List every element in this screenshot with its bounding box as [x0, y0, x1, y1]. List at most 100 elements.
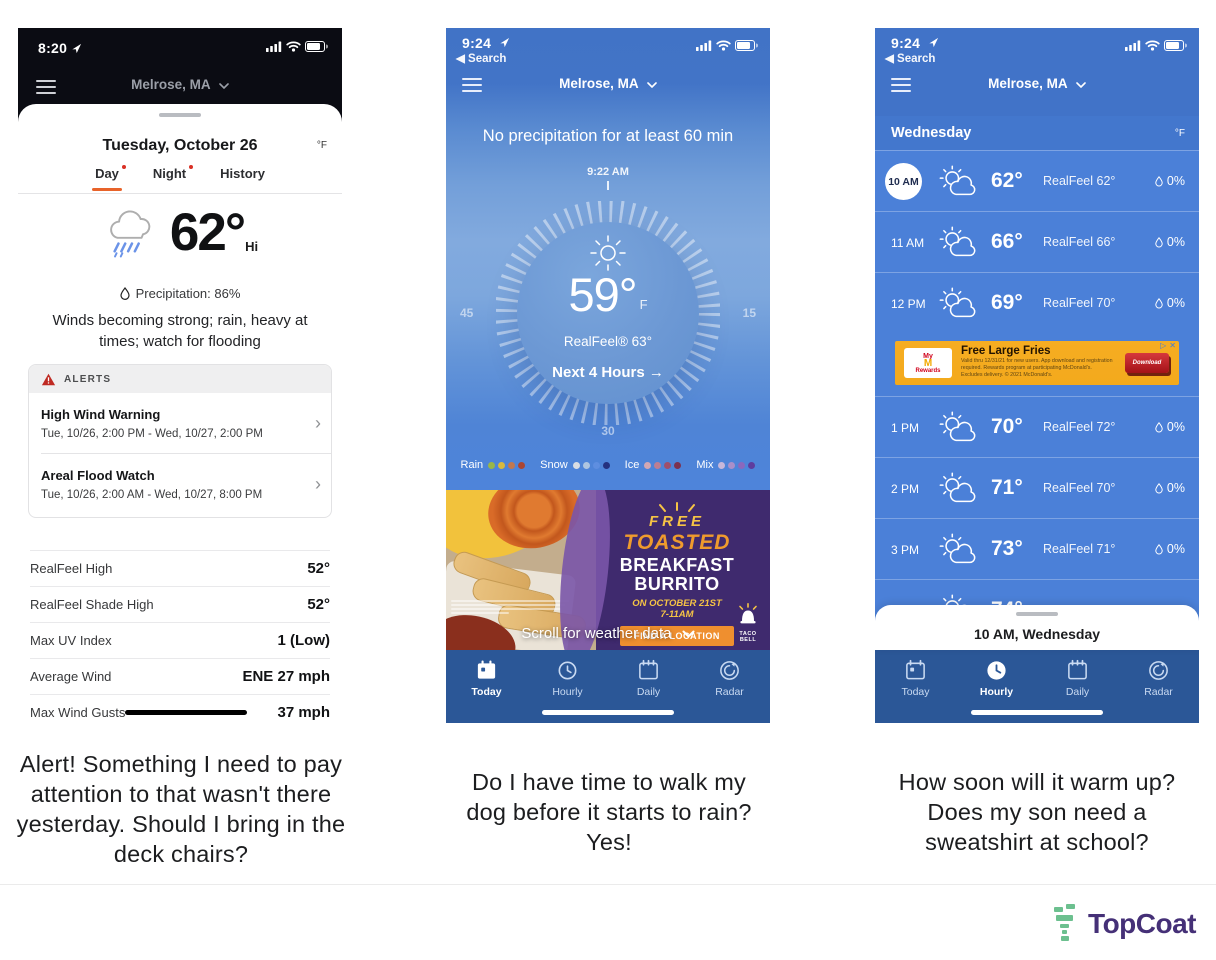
droplet-icon — [1155, 482, 1163, 493]
download-button[interactable]: Download — [1125, 353, 1169, 373]
legend-rain: Rain — [461, 459, 526, 471]
location-label: Melrose, MA — [131, 77, 211, 92]
notification-dot — [189, 165, 194, 169]
legend-dots — [644, 461, 682, 469]
location-selector[interactable]: Melrose, MA — [875, 76, 1199, 91]
partly-sunny-icon — [939, 226, 976, 257]
unit-label: °F — [1174, 128, 1185, 139]
precip-value: 0% — [1166, 296, 1185, 310]
mcdonalds-ad[interactable]: My M Rewards Free Large Fries Valid thru… — [895, 341, 1179, 385]
droplet-icon — [1155, 421, 1163, 432]
tab-today[interactable]: Today — [452, 659, 522, 698]
home-indicator[interactable] — [542, 710, 674, 715]
dial-tick-30: 30 — [601, 424, 615, 438]
hour-row-2pm[interactable]: 2 PM 71° RealFeel 70° 0% — [875, 457, 1199, 519]
alert-text: High Wind Warning Tue, 10/26, 2:00 PM - … — [41, 407, 263, 440]
taco-bell-ad[interactable]: FREE TOASTED BREAKFAST BURRITO ON OCTOBE… — [446, 490, 770, 650]
hour-precip: 0% — [1155, 235, 1185, 249]
alert-range: Tue, 10/26, 2:00 AM - Wed, 10/27, 8:00 P… — [41, 488, 263, 501]
legend-dot — [498, 461, 506, 469]
forecast-summary: Winds becoming strong; rain, heavy at ti… — [52, 312, 308, 350]
hour-row-11am[interactable]: 11 AM 66° RealFeel 66° 0% — [875, 211, 1199, 273]
drag-handle[interactable] — [1016, 612, 1058, 616]
chevron-right-icon[interactable]: › — [315, 413, 321, 433]
ad-toasted-label: TOASTED — [623, 531, 731, 554]
stat-value: 52° — [307, 560, 330, 577]
tab-hourly[interactable]: Hourly — [962, 659, 1032, 698]
legend-dots — [718, 461, 756, 469]
alert-row-high-wind[interactable]: High Wind Warning Tue, 10/26, 2:00 PM - … — [29, 393, 331, 453]
partly-sunny-icon — [939, 472, 976, 503]
legend-label: Rain — [460, 459, 484, 471]
alert-text: Areal Flood Watch Tue, 10/26, 2:00 AM - … — [41, 468, 262, 501]
temp-value: 62° — [169, 203, 246, 262]
tab-label: Hourly — [979, 686, 1014, 698]
active-tab-underline — [92, 188, 122, 191]
back-to-search[interactable]: ◀ Search — [456, 53, 507, 65]
find-a-location-button[interactable]: FIND A LOCATION — [620, 625, 734, 646]
tab-hourly[interactable]: Hourly — [533, 659, 603, 698]
tab-label: Today — [471, 686, 502, 698]
tab-radar[interactable]: Radar — [695, 659, 765, 698]
time-tick — [607, 181, 609, 190]
hour-row-10am[interactable]: 10 AM 62° RealFeel 62° 0% — [875, 150, 1199, 212]
adchoices-icon[interactable]: ▷ — [1160, 341, 1167, 350]
radar-icon — [1149, 661, 1168, 680]
mcdonalds-rewards-logo: My M Rewards — [904, 348, 952, 378]
drag-handle[interactable] — [159, 113, 201, 117]
legend-dot — [602, 461, 610, 469]
legend-dot — [582, 461, 590, 469]
menu-icon[interactable] — [36, 80, 56, 94]
topcoat-logo-icon — [1054, 904, 1076, 941]
alerts-header: ALERTS — [29, 365, 331, 393]
chevron-right-icon[interactable]: › — [315, 474, 321, 494]
chevron-down-icon — [647, 82, 657, 88]
selected-hour-badge: 10 AM — [885, 163, 922, 200]
battery-icon — [1164, 40, 1187, 51]
hour-temp: 69° — [991, 291, 1023, 314]
tab-label: Daily — [1065, 686, 1090, 698]
menu-icon[interactable] — [462, 78, 482, 92]
current-temperature: 59° F — [446, 271, 770, 318]
tab-daily[interactable]: Daily — [1043, 659, 1113, 698]
footer-divider — [0, 884, 1216, 885]
phone-screenshot-minutecast: 9:24 ◀ Search Melrose, MA No precipitati… — [446, 28, 770, 723]
tab-radar[interactable]: Radar — [1124, 659, 1194, 698]
next-4-hours-link[interactable]: Next 4 Hours → — [552, 364, 664, 381]
hour-row-3pm[interactable]: 3 PM 73° RealFeel 71° 0% — [875, 518, 1199, 580]
rain-cloud-icon — [110, 210, 151, 258]
legend-dot — [654, 461, 662, 469]
tab-today[interactable]: Today — [881, 659, 951, 698]
tab-label: Daily — [636, 686, 661, 698]
hour-temp: 73° — [991, 537, 1023, 560]
home-indicator[interactable] — [971, 710, 1103, 715]
droplet-icon — [1155, 543, 1163, 554]
stat-label: Max Wind Gusts — [30, 705, 126, 720]
alert-row-flood-watch[interactable]: Areal Flood Watch Tue, 10/26, 2:00 AM - … — [29, 454, 331, 514]
stat-row-uv-index: Max UV Index 1 (Low) — [30, 622, 330, 658]
back-to-search[interactable]: ◀ Search — [885, 53, 936, 65]
legend-label: Ice — [624, 459, 640, 471]
tab-items: Today Hourly Daily Radar — [875, 650, 1199, 698]
tab-daily[interactable]: Daily — [614, 659, 684, 698]
hour-row-12pm[interactable]: 12 PM 69° RealFeel 70° 0% — [875, 272, 1199, 334]
close-icon[interactable]: ✕ — [1169, 341, 1176, 350]
location-selector[interactable]: Melrose, MA — [446, 76, 770, 91]
stats-list: RealFeel High 52° RealFeel Shade High 52… — [30, 550, 330, 730]
precip-value: 0% — [1166, 420, 1185, 434]
dial-tick-ring — [496, 201, 720, 425]
temp-hi-label: Hi — [245, 239, 259, 255]
location-selector[interactable]: Melrose, MA — [18, 77, 342, 92]
hour-row-1pm[interactable]: 1 PM 70° RealFeel 72° 0% — [875, 396, 1199, 458]
tab-night[interactable]: Night — [153, 165, 194, 191]
tab-label: Hourly — [552, 686, 583, 698]
scroll-hint[interactable]: Scroll for weather data — [446, 625, 770, 642]
tab-history[interactable]: History — [220, 166, 265, 191]
battery-icon — [305, 41, 328, 52]
menu-icon[interactable] — [891, 78, 911, 92]
caption-alerts: Alert! Something I need to pay attention… — [16, 751, 346, 867]
bell-icon — [739, 602, 757, 624]
notification-dot — [121, 165, 126, 169]
tab-day[interactable]: Day — [92, 165, 126, 191]
hour-precip: 0% — [1155, 174, 1185, 188]
